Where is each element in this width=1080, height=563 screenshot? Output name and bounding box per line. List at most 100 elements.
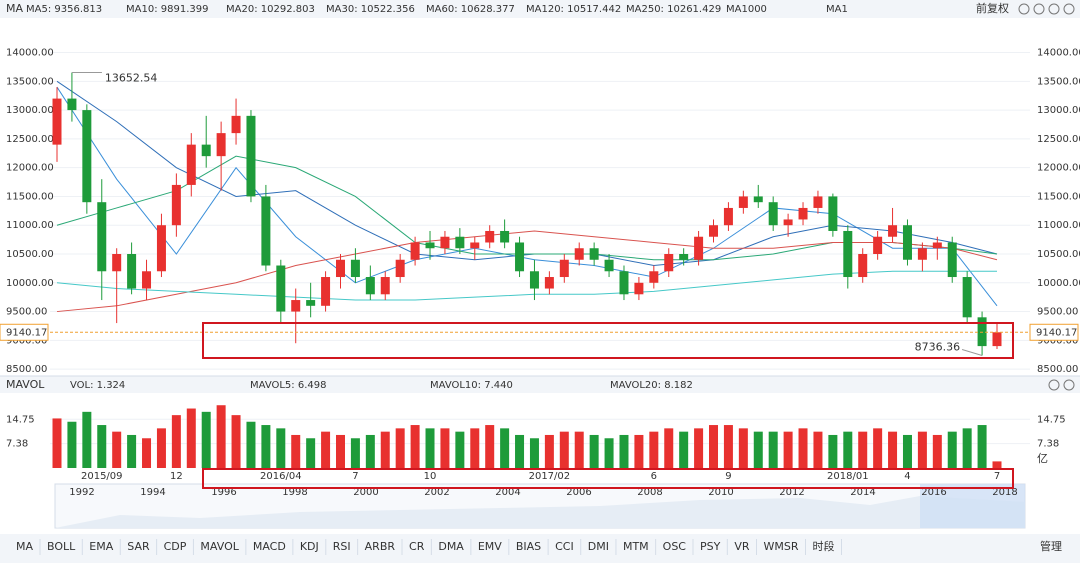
indicator-tab[interactable]: DMI [588,540,609,553]
volume-bar [440,428,450,468]
indicator-tab[interactable]: CDP [164,540,187,553]
legend-item: MA10: 9891.399 [126,4,208,15]
indicator-tab[interactable]: BIAS [516,540,541,553]
candle-body [216,133,226,157]
adjust-button[interactable]: 前复权 [976,1,1009,15]
candle-body [768,202,778,226]
y-tick-label: 12500.00 [1037,134,1080,145]
y-tick-label: 11500.00 [1037,191,1080,202]
indicator-tab[interactable]: EMA [89,540,113,553]
icon[interactable] [1063,379,1075,391]
candle-body [694,236,704,260]
volume-bar [664,428,674,468]
indicator-tab[interactable]: RSI [333,540,351,553]
volume-bar [723,425,733,468]
indicator-tab[interactable]: MACD [253,540,286,553]
x-tick-label: 2018/01 [827,471,869,482]
volume-bar [589,434,599,468]
volume-bar [485,425,495,468]
y-tick-label: 13000.00 [1037,105,1080,116]
indicator-tab[interactable]: CR [409,540,425,553]
indicator-tab[interactable]: MA [16,540,33,553]
navigator-year: 1994 [140,487,165,498]
volume-bar [947,431,957,468]
volume-bar [544,434,554,468]
x-tick-label: 7 [352,471,358,482]
indicator-tab[interactable]: KDJ [300,540,319,553]
indicator-tab[interactable]: EMV [478,540,502,553]
indicator-tab[interactable]: 时段 [813,539,835,553]
volume-bar [186,408,196,468]
candle-body [231,115,241,134]
candle-body [679,254,689,260]
icon[interactable] [1063,3,1075,15]
volume-bar [858,431,868,468]
y-tick-label: 10500.00 [1037,249,1080,260]
candle-body [858,254,868,278]
volume-bar [798,428,808,468]
volume-bar [619,434,629,468]
candle-body [709,225,719,237]
y-tick-label: 11000.00 [6,220,54,231]
candle-body [798,207,808,220]
candle-body [201,144,211,157]
volume-bar [529,438,539,468]
manage-button[interactable]: 管理 [1040,539,1062,553]
y-tick-label: 12500.00 [6,134,54,145]
volume-bar [306,438,316,468]
candle-body [634,282,644,295]
candle-body [335,259,345,278]
y-tick-label: 14.75 [6,414,35,425]
volume-unit: 亿 [1037,452,1048,465]
candle-body [619,271,629,295]
indicator-tab[interactable]: CCI [555,540,574,553]
candle-body [97,202,107,272]
volume-bar [291,434,301,468]
y-tick-label: 11000.00 [1037,220,1080,231]
indicator-tab[interactable]: PSY [700,540,721,553]
volume-bar [112,431,122,468]
volume-bar [977,425,987,468]
icon[interactable] [1018,3,1030,15]
candle-body [186,144,196,185]
volume-bar [992,461,1002,468]
navigator-year: 2010 [708,487,733,498]
volume-bar [738,428,748,468]
indicator-tab[interactable]: VR [734,540,750,553]
navigator-area [55,496,1025,528]
indicator-tab[interactable]: OSC [663,540,687,553]
x-tick-label: 2016/04 [260,471,302,482]
volume-bar [753,431,763,468]
navigator-year: 2008 [637,487,662,498]
volume-bar [410,425,420,468]
legend-item: MA20: 10292.803 [226,4,315,15]
volume-bar [559,431,569,468]
candle-body [888,225,898,237]
y-tick-label: 11500.00 [6,191,54,202]
volume-bar [962,428,972,468]
candle-body [589,248,599,260]
navigator-window[interactable] [920,484,1025,528]
candle-body [455,236,465,249]
volume-bar [97,425,107,468]
volume-bar [425,428,435,468]
x-tick-label: 2017/02 [529,471,571,482]
y-tick-label: 10000.00 [1037,278,1080,289]
icon[interactable] [1048,3,1060,15]
legend-item: MA60: 10628.377 [426,4,515,15]
volume-bar [67,421,77,468]
indicator-tab[interactable]: BOLL [47,540,76,553]
icon[interactable] [1033,3,1045,15]
legend-item: MA250: 10261.429 [626,4,721,15]
indicator-tab[interactable]: SAR [127,540,150,553]
indicator-tab[interactable]: WMSR [764,540,799,553]
indicator-tab[interactable]: MTM [623,540,649,553]
icon[interactable] [1048,379,1060,391]
candle-body [306,300,316,306]
indicator-tab[interactable]: MAVOL [200,540,239,553]
candle-body [559,259,569,278]
y-tick-label: 13500.00 [1037,76,1080,87]
y-tick-label: 10000.00 [6,278,54,289]
indicator-tab[interactable]: DMA [438,540,464,553]
indicator-tab[interactable]: ARBR [365,540,396,553]
